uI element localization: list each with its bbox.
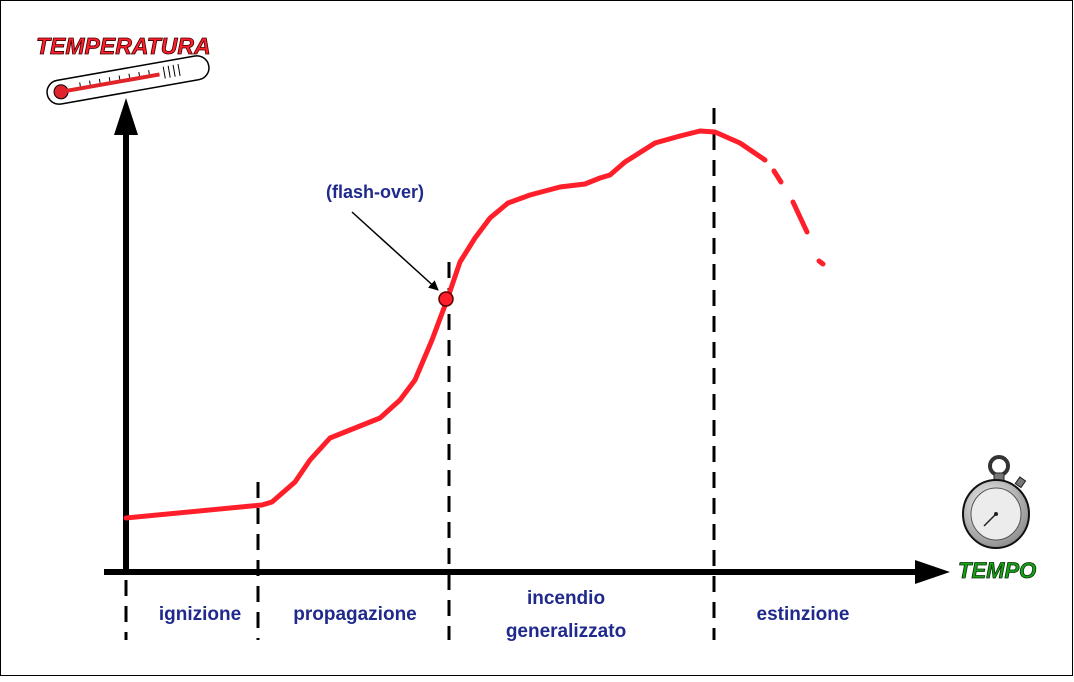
thermometer-icon xyxy=(45,54,211,106)
stopwatch-icon xyxy=(963,457,1029,548)
diagram: (flash-over) ignizione propagazione ince… xyxy=(0,0,1074,677)
y-axis-arrow xyxy=(114,98,138,135)
phase-label: incendio xyxy=(527,588,605,609)
phase-label: estinzione xyxy=(757,604,850,625)
phase-label: propagazione xyxy=(293,604,417,625)
curve-decay xyxy=(774,171,823,264)
annotation: (flash-over) xyxy=(326,182,424,202)
annotation-arrow xyxy=(352,212,438,290)
x-axis-arrow xyxy=(915,560,950,584)
flash-over-point xyxy=(439,292,453,306)
phase-label: ignizione xyxy=(159,604,241,625)
temperature-curve xyxy=(126,131,765,518)
phase-label: generalizzato xyxy=(506,621,626,642)
y-axis-title: TEMPERATURA xyxy=(36,33,211,59)
x-axis-title: TEMPO xyxy=(958,558,1036,583)
